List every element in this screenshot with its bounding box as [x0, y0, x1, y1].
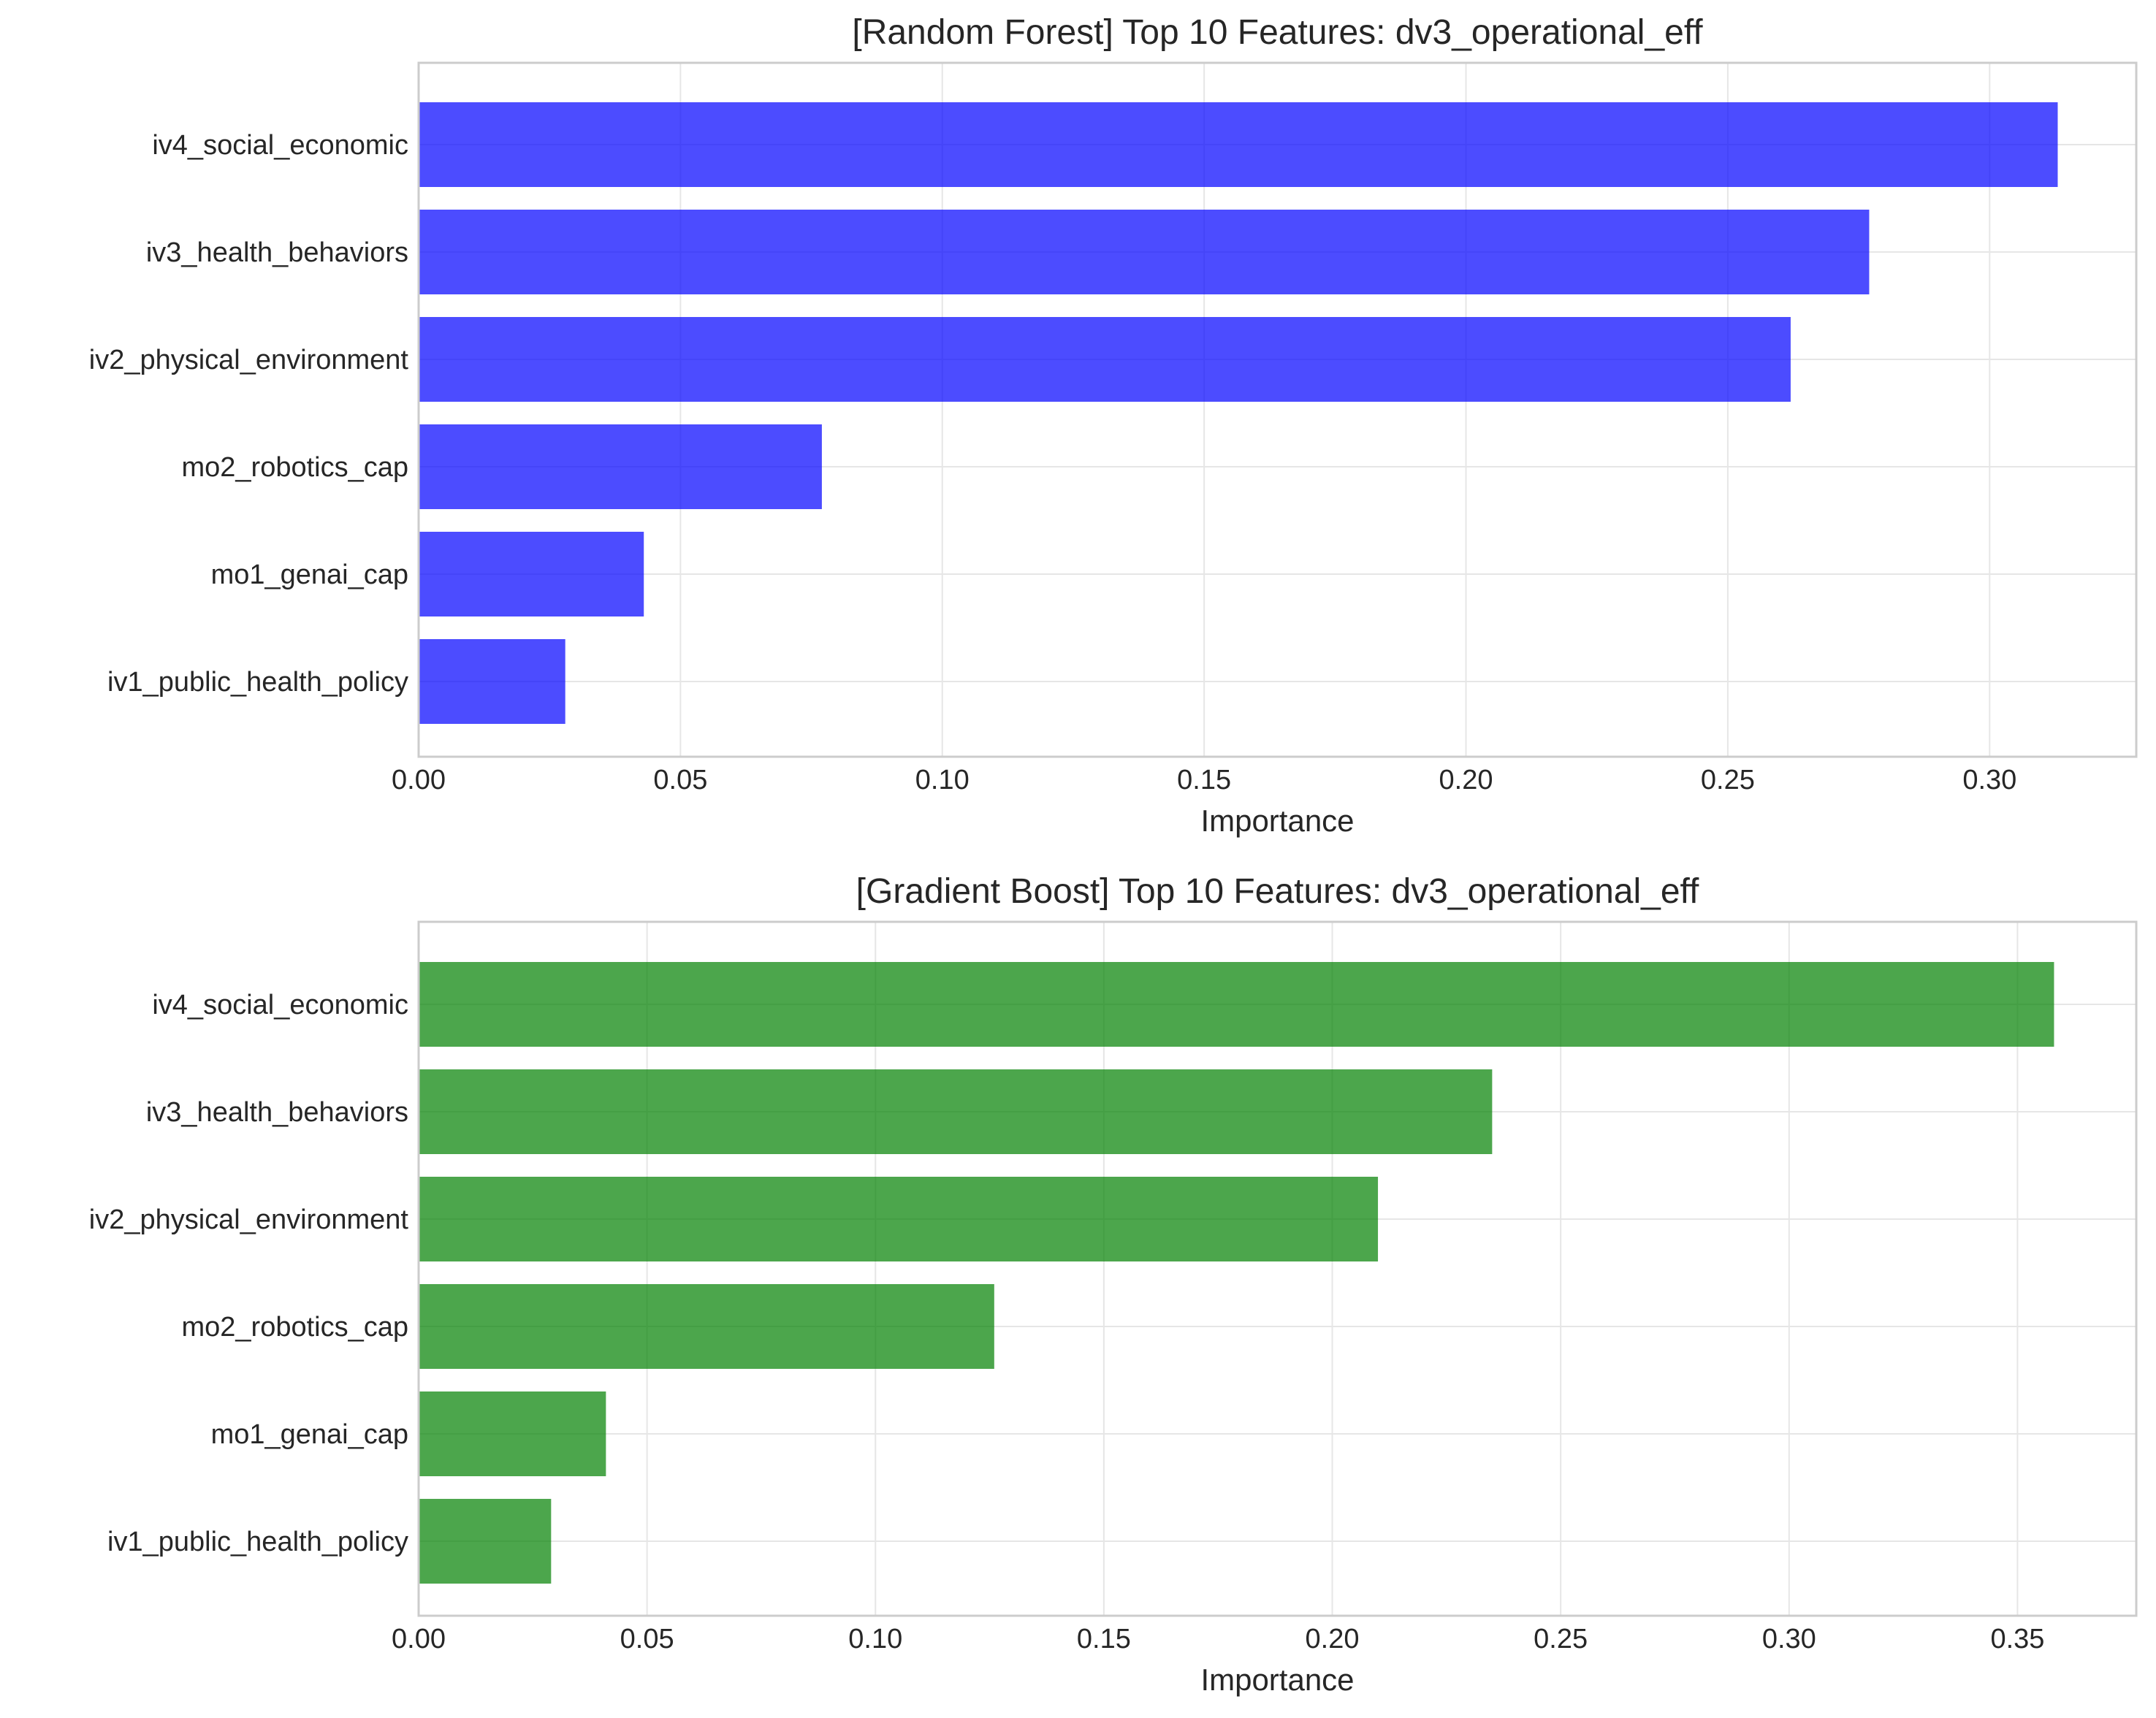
random-forest-x-tick-label: 0.30 [1962, 765, 2016, 795]
gradient-boost-category-label: iv2_physical_environment [89, 1204, 409, 1235]
random-forest-category-label: iv2_physical_environment [89, 345, 409, 375]
random-forest-x-tick-label: 0.25 [1701, 765, 1755, 795]
random-forest-x-tick-label: 0.15 [1177, 765, 1231, 795]
gradient-boost-x-tick-label: 0.15 [1077, 1624, 1131, 1654]
gradient-boost-x-tick-label: 0.25 [1534, 1624, 1588, 1654]
random-forest-category-label: iv4_social_economic [152, 130, 408, 161]
random-forest-category-label: mo1_genai_cap [211, 560, 408, 590]
random-forest-x-tick-label: 0.00 [392, 765, 446, 795]
gradient-boost-category-label: mo2_robotics_cap [181, 1312, 408, 1343]
gradient-boost-x-tick-label: 0.10 [848, 1624, 902, 1654]
gradient-boost-x-axis-label: Importance [1200, 1662, 1354, 1697]
random-forest-x-axis-label: Importance [1200, 803, 1354, 838]
random-forest-bar-iv2_physical_environment [419, 317, 1791, 402]
random-forest-category-label: iv1_public_health_policy [107, 667, 408, 698]
random-forest-axes-frame [417, 61, 2138, 758]
gradient-boost-x-tick-label: 0.00 [392, 1624, 446, 1654]
gradient-boost-category-label: iv3_health_behaviors [146, 1097, 408, 1128]
gradient-boost-panel: 0.00 0.05 0.10 0.15 0.20 0.25 0.30 0.35 iv4_soci… [89, 872, 2138, 1697]
random-forest-chart-title: [Random Forest] Top 10 Features: dv3_ope… [852, 13, 1703, 52]
random-forest-bar-mo2_robotics_cap [419, 424, 822, 509]
gradient-boost-category-label: iv1_public_health_policy [107, 1527, 408, 1557]
random-forest-bar-mo1_genai_cap [419, 532, 644, 616]
gradient-boost-bar-iv1_public_health_policy [419, 1499, 552, 1584]
random-forest-x-tick-label: 0.20 [1439, 765, 1493, 795]
gradient-boost-category-label: iv4_social_economic [152, 990, 408, 1020]
gradient-boost-axes-frame [417, 920, 2138, 1617]
random-forest-x-tick-label: 0.10 [915, 765, 970, 795]
random-forest-bar-iv4_social_economic [419, 102, 2058, 187]
gradient-boost-bar-iv4_social_economic [419, 962, 2054, 1047]
gradient-boost-bar-mo1_genai_cap [419, 1391, 606, 1476]
gradient-boost-bar-iv3_health_behaviors [419, 1069, 1493, 1154]
random-forest-x-tick-label: 0.05 [653, 765, 707, 795]
gradient-boost-x-tick-label: 0.30 [1762, 1624, 1816, 1654]
random-forest-category-label: mo2_robotics_cap [181, 452, 408, 483]
gradient-boost-x-tick-label: 0.35 [1990, 1624, 2044, 1654]
random-forest-panel: 0.00 0.05 0.10 0.15 0.20 0.25 0.30 iv4_social_e… [89, 13, 2138, 838]
gradient-boost-chart-title: [Gradient Boost] Top 10 Features: dv3_op… [856, 872, 1699, 911]
gradient-boost-bar-mo2_robotics_cap [419, 1284, 994, 1369]
random-forest-category-label: iv3_health_behaviors [146, 237, 408, 268]
gradient-boost-x-tick-label: 0.20 [1306, 1624, 1360, 1654]
gradient-boost-x-tick-label: 0.05 [620, 1624, 674, 1654]
random-forest-bar-iv3_health_behaviors [419, 210, 1870, 294]
gradient-boost-category-label: mo1_genai_cap [211, 1419, 408, 1450]
gradient-boost-bar-iv2_physical_environment [419, 1177, 1379, 1261]
random-forest-bar-iv1_public_health_policy [419, 639, 565, 724]
